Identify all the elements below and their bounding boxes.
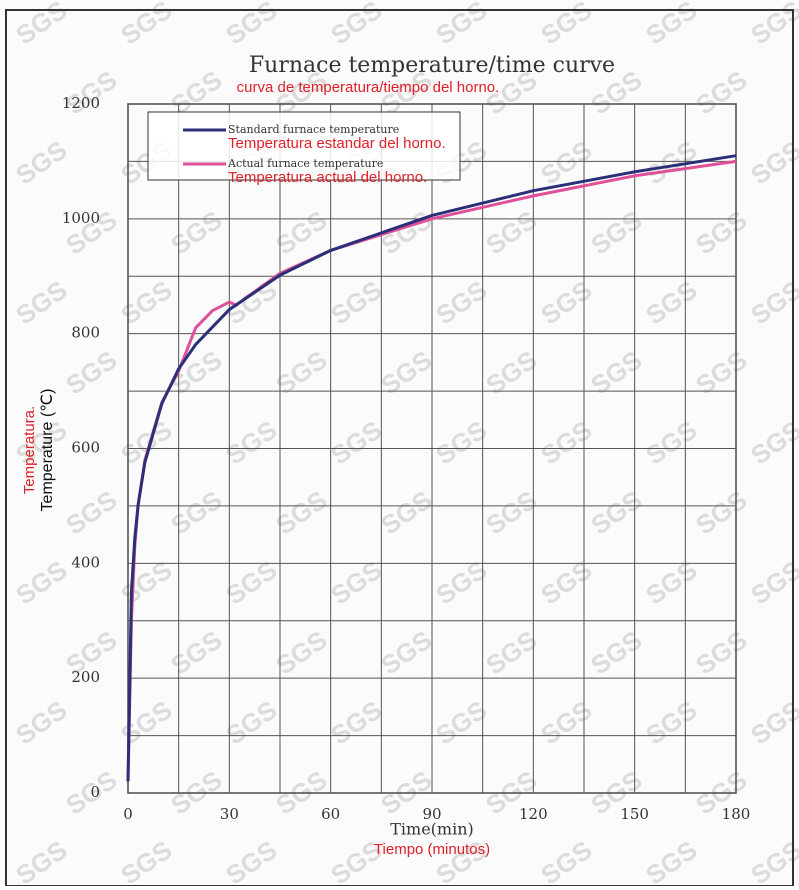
x-tick-label: 30 (220, 805, 239, 823)
legend-translation: Temperatura actual del horno. (228, 169, 427, 186)
y-tick-label: 800 (71, 324, 100, 342)
chart-subtitle: curva de temperatura/tiempo del horno. (237, 79, 500, 96)
line-series (126, 154, 737, 782)
plot-area (127, 103, 737, 794)
x-tick-label: 180 (722, 805, 751, 823)
y-tick-label: 400 (71, 553, 100, 571)
y-tick-label: 600 (71, 439, 100, 457)
x-tick-label: 90 (422, 805, 441, 823)
y-tick-label: 1000 (62, 209, 100, 227)
x-tick-label: 60 (321, 805, 340, 823)
x-tick-label: 0 (123, 805, 133, 823)
x-axis-translation: Tiempo (minutos) (374, 841, 490, 858)
x-axis-label: Time(min) (390, 820, 474, 839)
y-tick-label: 200 (71, 668, 100, 686)
legend-label: Standard furnace temperature (228, 123, 399, 136)
chart-title: Furnace temperature/time curve (249, 53, 615, 78)
x-tick-label: 150 (620, 805, 649, 823)
y-tick-label: 1200 (62, 94, 100, 112)
y-axis-label: Temperature (℃) (39, 389, 56, 512)
legend-translation: Temperatura estandar del horno. (228, 135, 446, 152)
legend-label: Actual furnace temperature (227, 157, 383, 170)
x-tick-label: 120 (519, 805, 548, 823)
y-tick-label: 0 (90, 783, 100, 801)
legend-box (147, 111, 461, 181)
y-axis-translation: Temperatura. (21, 406, 38, 494)
